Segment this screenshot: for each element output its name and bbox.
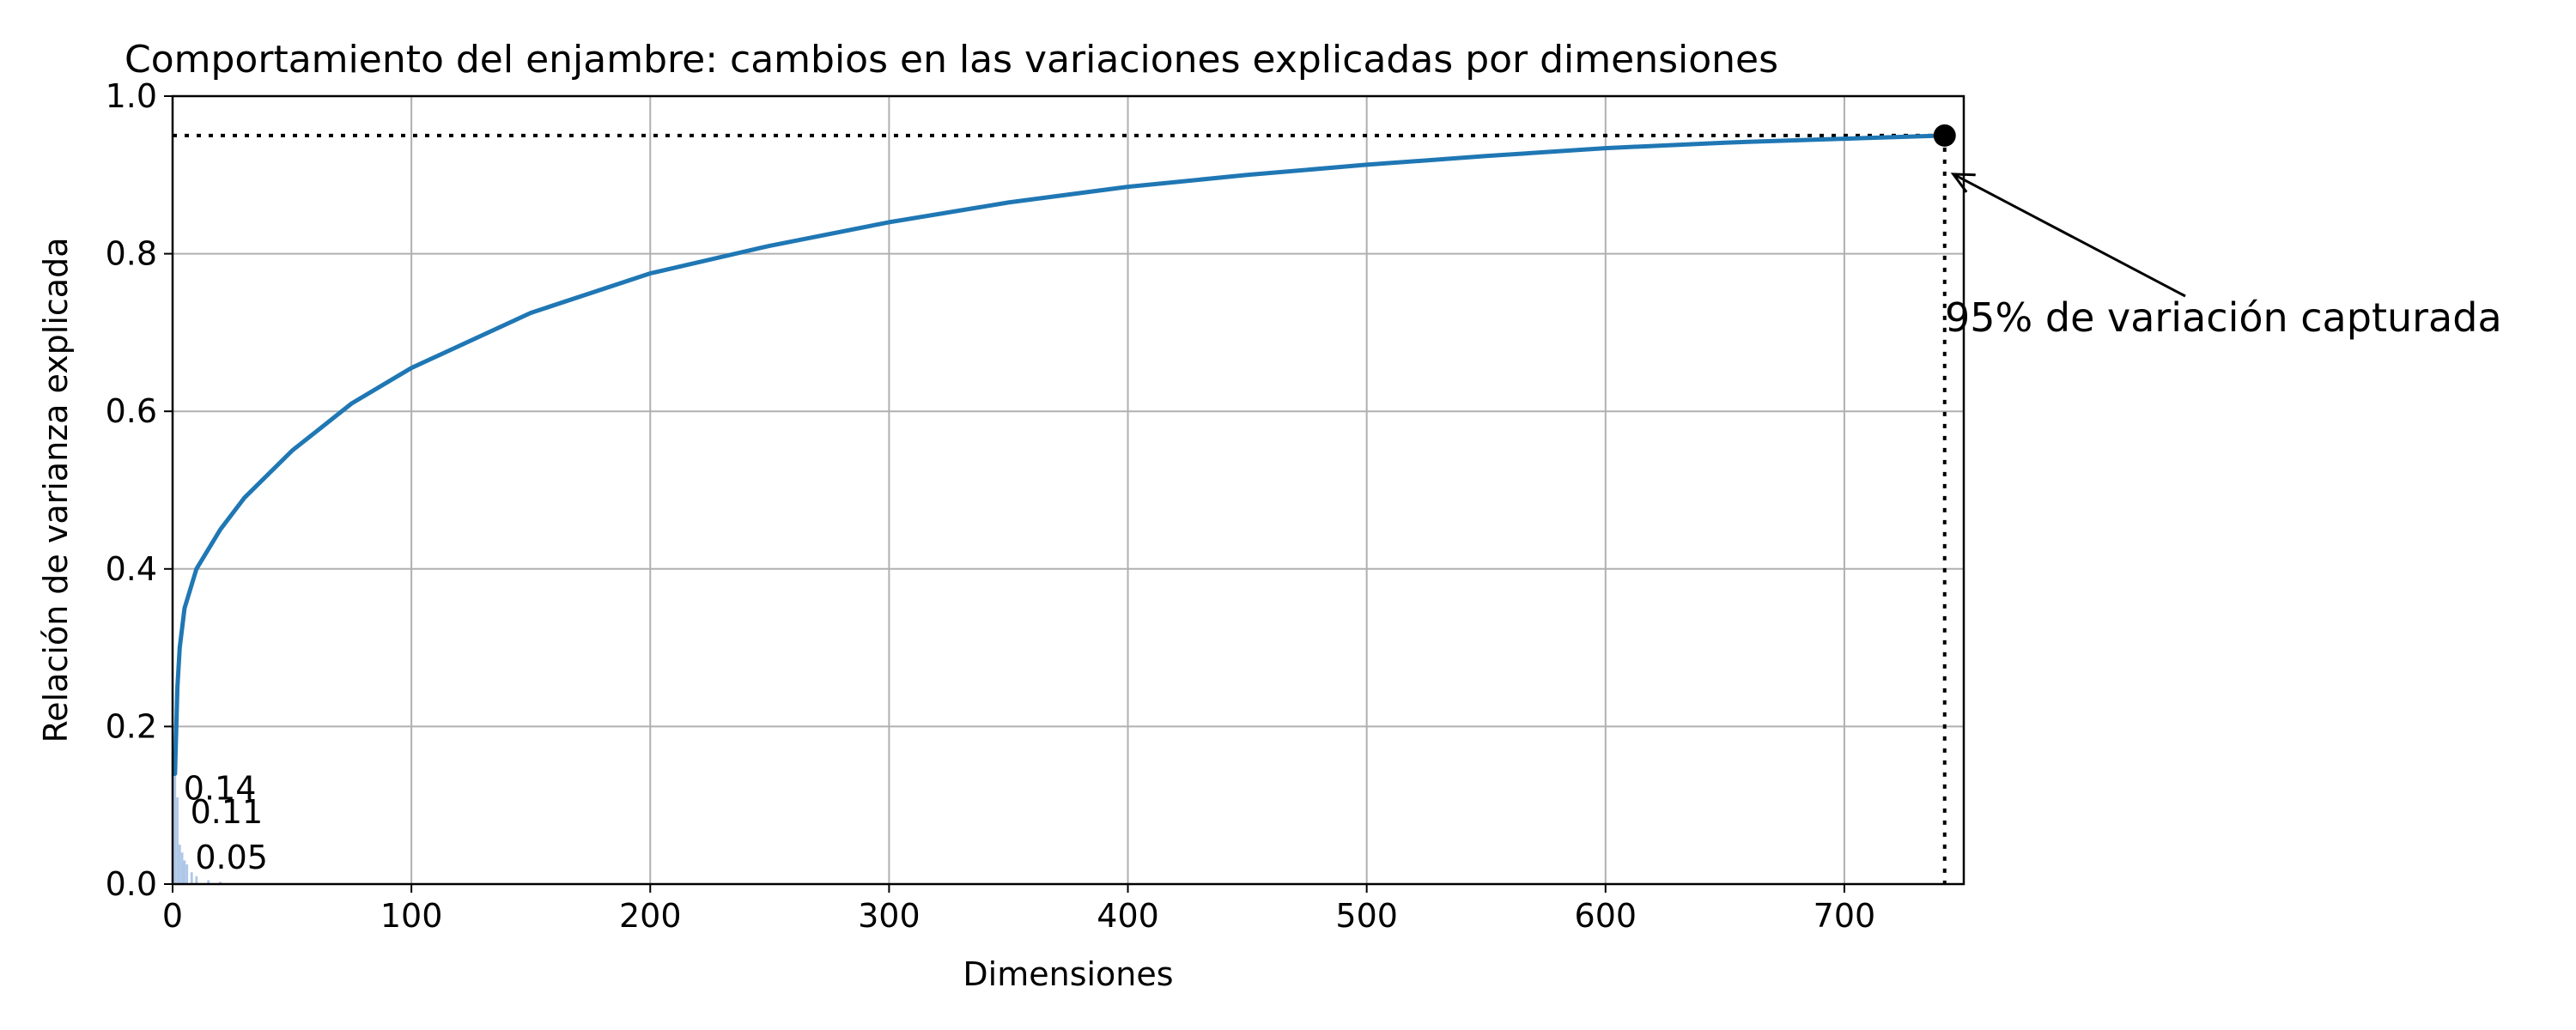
variance-bar	[183, 860, 186, 884]
x-tick-label: 400	[1097, 897, 1159, 935]
x-tick-label: 300	[858, 897, 920, 935]
x-axis-label: Dimensiones	[963, 955, 1173, 993]
threshold-marker	[1933, 124, 1956, 147]
bar-value-label: 0.05	[195, 839, 268, 876]
line-series	[172, 124, 1956, 776]
y-tick-label: 1.0	[106, 77, 157, 115]
x-tick-label: 500	[1335, 897, 1398, 935]
axis-ticks: 0 100 200 300 400 500 600 700 0.0 0.2 0.4 0.6 0.8 1.0	[106, 77, 1876, 935]
y-tick-label: 0.6	[106, 392, 157, 430]
y-tick-label: 0.8	[106, 235, 157, 273]
bar-labels: 0.140.11 0.05	[184, 769, 268, 876]
annotation-arrow-head	[1950, 173, 1976, 193]
variance-bar	[207, 880, 210, 884]
variance-bar	[195, 876, 198, 884]
variance-bar	[190, 872, 193, 884]
variance-bar	[185, 864, 189, 884]
x-tick-label: 200	[619, 897, 682, 935]
x-tick-label: 700	[1814, 897, 1876, 935]
variance-bar	[219, 882, 222, 884]
y-axis-label: Relación de varianza explicada	[37, 237, 75, 742]
cumulative-variance-line	[172, 133, 1945, 776]
variance-bar	[176, 797, 179, 884]
chart-title: Comportamiento del enjambre: cambios en …	[125, 38, 1778, 82]
variance-bar	[178, 845, 181, 884]
y-tick-label: 0.0	[106, 865, 157, 903]
y-tick-label: 0.2	[106, 707, 157, 745]
variance-bar	[173, 773, 177, 884]
bar-series	[173, 773, 222, 884]
annotation-arrow-line	[1953, 173, 2186, 298]
bar-value-label: 0.11	[191, 793, 264, 831]
x-tick-label: 100	[380, 897, 443, 935]
x-tick-label: 600	[1575, 897, 1637, 935]
annotation-text: 95% de variación capturada	[1945, 294, 2502, 341]
y-tick-label: 0.4	[106, 550, 157, 588]
annotation: 95% de variación capturada	[1945, 173, 2502, 341]
x-tick-label: 0	[162, 897, 183, 935]
reference-lines	[173, 133, 1947, 884]
variance-bar	[180, 852, 184, 884]
plot-frame	[171, 94, 1965, 886]
bar-value-label: 0.14	[184, 769, 257, 807]
